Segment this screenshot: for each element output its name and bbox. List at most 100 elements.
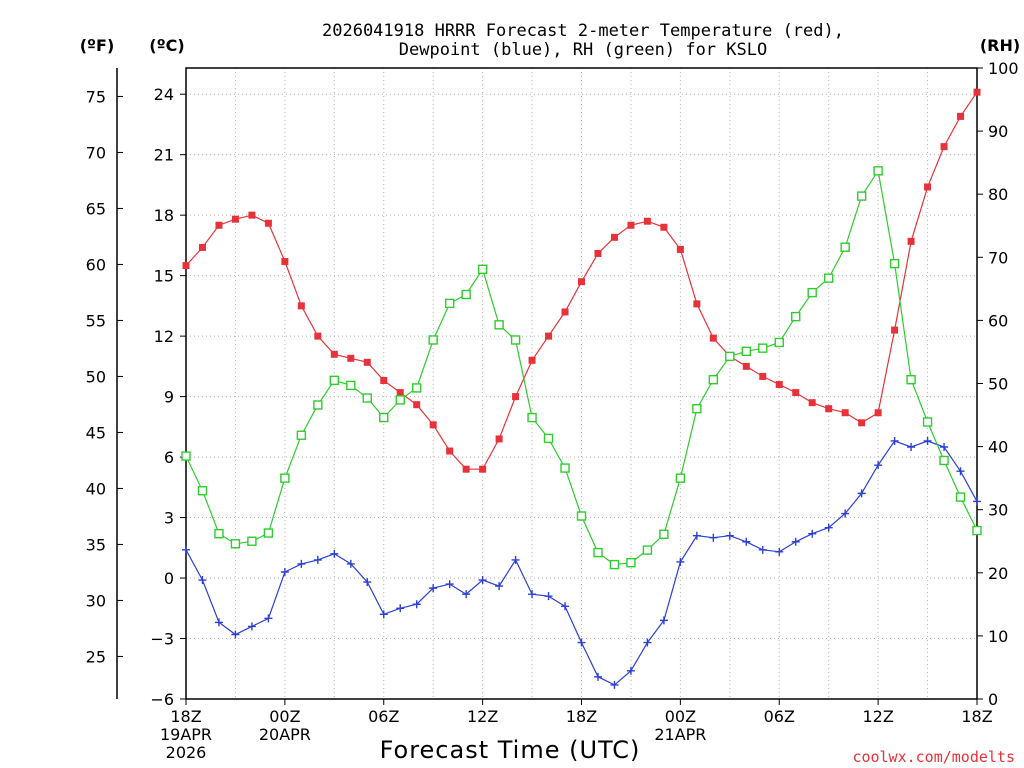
dewpoint-point [725, 531, 734, 540]
dewpoint-point [841, 509, 850, 518]
temperature-point [561, 308, 569, 316]
dewpoint-point [610, 680, 619, 689]
dewpoint-point [824, 523, 833, 532]
temperature-point [775, 381, 783, 389]
rh-tick-label: 30 [988, 501, 1008, 520]
axes [116, 67, 983, 705]
fahrenheit-unit-label: (ºF) [80, 36, 115, 55]
x-tick-label: 06Z [368, 707, 399, 726]
temperature-point [512, 393, 520, 401]
credit-text: coolwx.com/modelts [852, 748, 1015, 766]
dewpoint-point [264, 614, 273, 623]
dewpoint-point [544, 592, 553, 601]
rh-point [708, 375, 719, 385]
rh-point [296, 430, 307, 440]
chart-title-line-2: Dewpoint (blue), RH (green) for KSLO [399, 40, 767, 60]
celsius-tick-label: 6 [164, 448, 174, 467]
rh-point [840, 242, 850, 252]
temperature-point [545, 332, 553, 340]
temperature-point [891, 326, 899, 334]
temperature-point [347, 354, 355, 362]
dewpoint-point [626, 666, 635, 675]
celsius-tick-label: −6 [150, 690, 174, 709]
rh-tick-label: 100 [988, 59, 1019, 78]
temperature-point [215, 221, 223, 229]
fahrenheit-tick-label: 60 [86, 255, 106, 274]
celsius-unit-label: (ºC) [149, 36, 184, 55]
rh-point [873, 166, 883, 176]
temperature-point [924, 183, 932, 191]
temperature-point [380, 376, 388, 384]
rh-point [494, 320, 504, 330]
temperature-point [182, 262, 190, 270]
dewpoint-point [231, 630, 240, 639]
celsius-tick-label: 9 [164, 388, 174, 407]
temperature-point [825, 405, 833, 413]
temperature-point [742, 362, 750, 370]
rh-point [214, 528, 224, 539]
rh-point [725, 351, 735, 362]
fahrenheit-tick-label: 45 [86, 423, 106, 442]
rh-point [576, 511, 587, 521]
rh-point [412, 383, 422, 393]
dewpoint-point [445, 580, 454, 589]
fahrenheit-tick-label: 40 [86, 479, 106, 498]
celsius-tick-label: −3 [150, 630, 174, 649]
rh-point [659, 529, 669, 540]
rh-point [461, 289, 471, 300]
rh-point [889, 258, 900, 269]
temperature-point [396, 389, 404, 397]
temperature-point [874, 409, 882, 417]
temperature-point [528, 356, 536, 364]
rh-point [263, 528, 274, 538]
dewpoint-point [709, 533, 718, 542]
fahrenheit-tick-label: 30 [86, 591, 106, 610]
temperature-point [660, 223, 668, 231]
rh-point [527, 412, 537, 423]
rh-point [247, 536, 257, 546]
temperature-point [248, 211, 256, 219]
temperature-point [693, 300, 701, 308]
celsius-tick-label: 21 [154, 146, 174, 165]
dewpoint-point [429, 584, 438, 593]
x-tick-label: 12Z [862, 707, 893, 726]
fahrenheit-tick-label: 25 [86, 647, 106, 666]
dewpoint-point [363, 578, 372, 587]
rh-point [823, 273, 834, 283]
rh-point [939, 455, 949, 466]
rh-point [543, 433, 554, 444]
rh-point [955, 492, 966, 502]
rh-tick-label: 60 [988, 311, 1008, 330]
dewpoint-point [857, 489, 866, 498]
temperature-point [429, 421, 437, 429]
x-tick-label: 06Z [764, 707, 795, 726]
temperature-point [676, 245, 684, 253]
rh-point [741, 346, 751, 357]
rh-tick-label: 70 [988, 248, 1008, 267]
x-tick-label: 18Z 19APR 2026 [160, 707, 212, 762]
celsius-tick-label: 12 [154, 327, 174, 346]
rh-point [230, 539, 241, 549]
temperature-point [198, 243, 206, 251]
temperature-point [808, 399, 816, 407]
x-tick-label: 00Z 20APR [259, 707, 311, 744]
fahrenheit-tick-label: 75 [86, 87, 106, 106]
rh-point [280, 473, 290, 483]
dewpoint-point [692, 531, 701, 540]
rh-point [444, 298, 455, 309]
rh-line [185, 169, 978, 566]
rh-point [774, 337, 784, 348]
temperature-point [792, 389, 800, 397]
celsius-tick-label: 3 [164, 509, 174, 528]
rh-point [758, 343, 768, 353]
dewpoint-point [379, 610, 388, 619]
rh-point [609, 559, 620, 570]
x-axis-title: Forecast Time (UTC) [380, 736, 641, 764]
rh-tick-label: 10 [988, 627, 1008, 646]
temperature-point [264, 219, 272, 227]
rh-point [642, 545, 653, 555]
temperature-point [479, 465, 487, 473]
series-layer [181, 88, 982, 689]
rh-point [692, 404, 702, 414]
